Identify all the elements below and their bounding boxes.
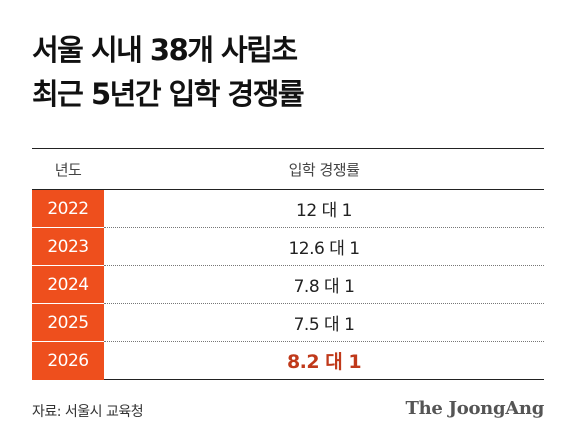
table-top-rule — [32, 148, 544, 149]
title-line-2: 최근 5년간 입학 경쟁률 — [32, 77, 305, 111]
header-rate: 입학 경쟁률 — [288, 160, 360, 179]
competition-rate-table: 년도 입학 경쟁률 2022 12 대 1 2023 12.6 대 1 2024… — [32, 148, 544, 380]
brand-logo: The JoongAng — [405, 398, 545, 419]
table-row: 2022 12 대 1 — [32, 190, 544, 228]
title-line-1: 서울 시내 38개 사립초 — [32, 33, 298, 67]
page-title: 서울 시내 38개 사립초 최근 5년간 입학 경쟁률 — [32, 28, 305, 116]
header-year: 년도 — [54, 160, 82, 179]
year-cell: 2022 — [32, 190, 104, 228]
year-cell: 2026 — [32, 342, 104, 380]
source-note: 자료: 서울시 교육청 — [32, 404, 144, 420]
year-cell: 2025 — [32, 304, 104, 342]
table-row: 2025 7.5 대 1 — [32, 304, 544, 342]
year-cell: 2024 — [32, 266, 104, 304]
table-row-highlight: 2026 8.2 대 1 — [32, 342, 544, 380]
rate-cell: 7.5 대 1 — [104, 304, 544, 342]
rate-cell: 12 대 1 — [104, 190, 544, 228]
table-header-row: 년도 입학 경쟁률 — [32, 149, 544, 190]
table-row: 2024 7.8 대 1 — [32, 266, 544, 304]
rate-cell: 7.8 대 1 — [104, 266, 544, 304]
table-row: 2023 12.6 대 1 — [32, 228, 544, 266]
year-cell: 2023 — [32, 228, 104, 266]
rate-cell-highlight: 8.2 대 1 — [104, 342, 544, 380]
rate-cell: 12.6 대 1 — [104, 228, 544, 266]
